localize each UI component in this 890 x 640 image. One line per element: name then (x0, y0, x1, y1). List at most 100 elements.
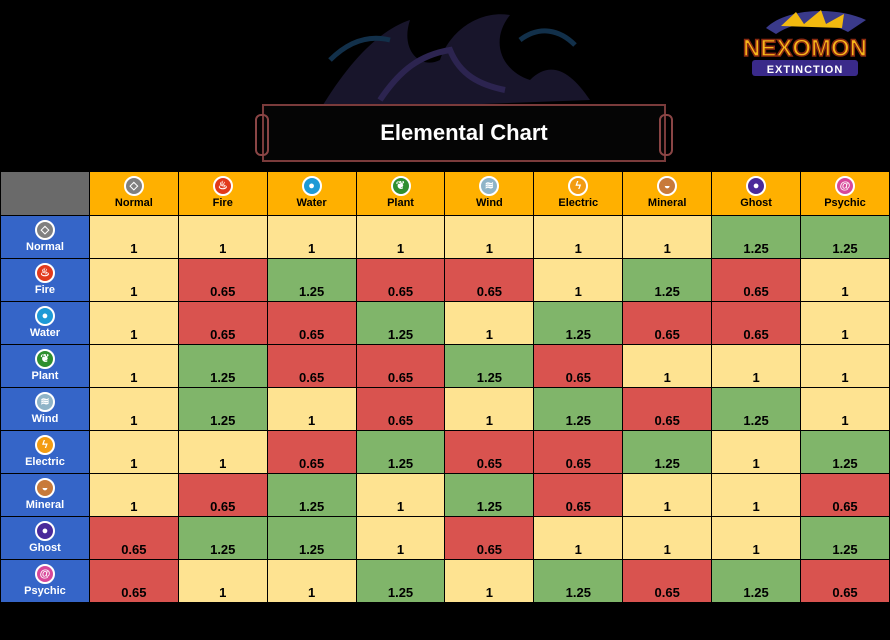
chart-title: Elemental Chart (380, 120, 548, 145)
multiplier-cell: 1 (355, 215, 446, 259)
multiplier-cell: 1 (88, 387, 179, 431)
table-row: ≋ Wind 1 1.25 1 0.65 1 1.25 0.65 1.25 1 (0, 387, 890, 431)
type-label: Water (296, 197, 327, 209)
multiplier-cell: 1.25 (533, 387, 624, 431)
multiplier-cell: 1 (444, 215, 535, 259)
multiplier-cell: 1.25 (266, 473, 357, 517)
multiplier-cell: 0.65 (711, 258, 802, 302)
row-header-mineral: ◒ Mineral (0, 473, 90, 517)
row-header-electric: ϟ Electric (0, 430, 90, 474)
normal-icon: ◇ (123, 176, 144, 196)
multiplier-cell: 1 (177, 559, 268, 603)
multiplier-cell: 1.25 (177, 387, 268, 431)
multiplier-cell: 1.25 (711, 387, 802, 431)
multiplier-cell: 1 (800, 258, 890, 302)
table-row: ◒ Mineral 1 0.65 1.25 1 1.25 0.65 1 1 0.65 (0, 473, 890, 517)
multiplier-cell: 1 (88, 430, 179, 474)
multiplier-cell: 0.65 (88, 559, 179, 603)
multiplier-cell: 0.65 (444, 516, 535, 560)
type-label: Mineral (25, 499, 65, 511)
multiplier-cell: 1.25 (622, 258, 713, 302)
multiplier-cell: 1 (177, 215, 268, 259)
multiplier-cell: 1.25 (355, 301, 446, 345)
multiplier-cell: 1 (88, 258, 179, 302)
multiplier-cell: 0.65 (266, 344, 357, 388)
multiplier-cell: 1 (711, 516, 802, 560)
multiplier-cell: 1 (711, 473, 802, 517)
multiplier-cell: 0.65 (533, 473, 624, 517)
elemental-chart-table: ◇ Normal ♨ Fire ● Water ❦ Plant ≋ Wind ϟ Electric ◒ M… (0, 171, 890, 603)
row-header-plant: ❦ Plant (0, 344, 90, 388)
multiplier-cell: 1.25 (622, 430, 713, 474)
column-header-ghost: ● Ghost (711, 171, 802, 216)
multiplier-cell: 1 (800, 301, 890, 345)
multiplier-cell: 1.25 (355, 430, 446, 474)
multiplier-cell: 0.65 (444, 430, 535, 474)
multiplier-cell: 0.65 (533, 430, 624, 474)
ghost-icon: ● (746, 176, 767, 196)
multiplier-cell: 0.65 (266, 301, 357, 345)
spiral-icon: @ (835, 176, 856, 196)
table-row: ● Ghost 0.65 1.25 1.25 1 0.65 1 1 1 1.25 (0, 516, 890, 560)
multiplier-cell: 1 (622, 215, 713, 259)
wind-icon: ≋ (479, 176, 500, 196)
multiplier-cell: 0.65 (177, 473, 268, 517)
type-label: Ghost (29, 542, 61, 554)
multiplier-cell: 1 (533, 258, 624, 302)
multiplier-cell: 1 (355, 473, 446, 517)
type-label: Electric (558, 197, 599, 209)
type-label: Electric (25, 456, 65, 468)
multiplier-cell: 1 (88, 344, 179, 388)
leaf-icon: ❦ (390, 176, 411, 196)
multiplier-cell: 1.25 (355, 559, 446, 603)
multiplier-cell: 1.25 (711, 215, 802, 259)
multiplier-cell: 0.65 (622, 301, 713, 345)
row-header-psychic: @ Psychic (0, 559, 90, 603)
type-label: Normal (26, 241, 64, 253)
title-banner: Elemental Chart (255, 104, 673, 162)
nexomon-logo: NEXOMON EXTINCTION (742, 10, 868, 76)
table-row: ● Water 1 0.65 0.65 1.25 1 1.25 0.65 0.65 1 (0, 301, 890, 345)
multiplier-cell: 1 (533, 215, 624, 259)
table-row: ♨ Fire 1 0.65 1.25 0.65 0.65 1 1.25 0.65 1 (0, 258, 890, 302)
multiplier-cell: 1 (88, 301, 179, 345)
multiplier-cell: 1 (800, 387, 890, 431)
row-header-normal: ◇ Normal (0, 215, 90, 259)
multiplier-cell: 1 (444, 559, 535, 603)
multiplier-cell: 1.25 (533, 559, 624, 603)
multiplier-cell: 0.65 (355, 344, 446, 388)
multiplier-cell: 1.25 (711, 559, 802, 603)
multiplier-cell: 0.65 (177, 258, 268, 302)
multiplier-cell: 0.65 (622, 559, 713, 603)
table-row: @ Psychic 0.65 1 1 1.25 1 1.25 0.65 1.25 0.65 (0, 559, 890, 603)
row-header-ghost: ● Ghost (0, 516, 90, 560)
column-header-mineral: ◒ Mineral (622, 171, 713, 216)
type-label: Psychic (824, 197, 866, 209)
multiplier-cell: 1 (533, 516, 624, 560)
corner-cell (0, 171, 90, 216)
column-header-plant: ❦ Plant (355, 171, 446, 216)
multiplier-cell: 1 (711, 344, 802, 388)
multiplier-cell: 1 (355, 516, 446, 560)
type-label: Plant (31, 370, 59, 382)
header-row: ◇ Normal ♨ Fire ● Water ❦ Plant ≋ Wind ϟ Electric ◒ M… (0, 171, 890, 216)
multiplier-cell: 1.25 (800, 215, 890, 259)
ghost-icon: ● (34, 521, 55, 541)
multiplier-cell: 1.25 (177, 344, 268, 388)
multiplier-cell: 1.25 (266, 258, 357, 302)
rock-icon: ◒ (34, 478, 55, 498)
multiplier-cell: 1 (711, 430, 802, 474)
lightning-icon: ϟ (568, 176, 589, 196)
multiplier-cell: 0.65 (177, 301, 268, 345)
multiplier-cell: 1 (622, 516, 713, 560)
type-label: Wind (31, 413, 59, 425)
multiplier-cell: 1.25 (444, 344, 535, 388)
logo-line2: EXTINCTION (767, 64, 844, 76)
multiplier-cell: 0.65 (533, 344, 624, 388)
multiplier-cell: 1.25 (266, 516, 357, 560)
row-header-fire: ♨ Fire (0, 258, 90, 302)
table-row: ϟ Electric 1 1 0.65 1.25 0.65 0.65 1.25 1 1.25 (0, 430, 890, 474)
multiplier-cell: 0.65 (711, 301, 802, 345)
column-header-normal: ◇ Normal (88, 171, 179, 216)
background-creature-art (320, 14, 590, 110)
